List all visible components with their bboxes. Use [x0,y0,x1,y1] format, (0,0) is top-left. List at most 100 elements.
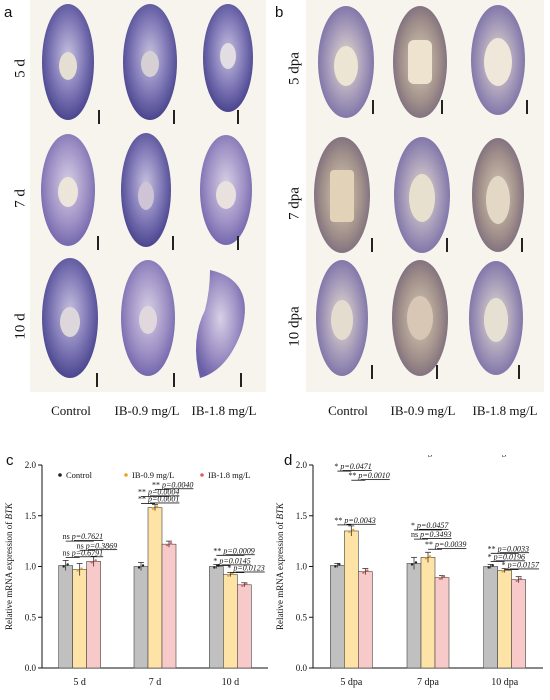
legend-label: IB-0.9 mg/L [132,470,175,480]
group-label-ib18: IB-1.8 mg/L [472,403,538,418]
row-label-7dpa: 7 dpa [286,187,303,220]
significance-label: ns p=0.6791 [63,548,104,557]
bar [483,566,498,669]
scale-bar [518,365,520,379]
data-point [165,543,169,547]
worm-b-10dpa-ib18 [469,261,523,375]
worm-a-7d-ib18 [200,135,252,245]
significance-label: * p=0.0471 [334,462,371,471]
data-point [334,565,337,568]
worm-a-5d-ib18 [203,4,253,112]
y-tick-label: 0.0 [25,663,37,673]
worm-a-10d-control [42,258,98,378]
group-label-control: Control [51,403,91,418]
row-label-7d: 7 d [12,189,29,208]
y-axis-label: Relative mRNA expression of BTK [4,502,14,630]
data-point [414,561,418,564]
x-tick-label: 5 d [73,677,86,688]
data-point [155,505,159,508]
data-point [213,566,216,569]
worm-b-5dpa-control [318,6,374,118]
row-label-10d: 10 d [12,313,29,340]
data-point [94,559,97,562]
data-point [487,566,490,569]
worm-a-5d-control [42,4,94,120]
data-point [90,561,93,564]
data-point [141,564,145,567]
bar [161,543,177,669]
worm-a-10d-ib18 [196,270,245,378]
row-label-5dpa: 5 dpa [286,52,303,85]
legend-label: Control [66,470,93,480]
worm-a-7d-control [41,134,95,246]
bar [434,577,450,669]
worm-b-10dpa-control [316,260,368,376]
row-label-5d: 5 d [12,59,29,78]
data-point [438,577,442,580]
scale-bar [441,100,443,114]
worm-b-5dpa-ib09 [393,6,447,118]
significance-label: * p=0.0123 [227,564,264,573]
x-tick-label: 10 dpa [491,677,518,688]
scale-bar [237,236,239,250]
significance-label: * p=0.0157 [502,561,540,570]
bar [344,530,359,669]
scale-bar [237,110,239,124]
data-point [80,567,83,570]
group-label-ib09: IB-0.9 mg/L [390,403,456,418]
scale-bar [436,365,438,379]
data-point [362,571,365,574]
y-tick-label: 2.0 [25,460,37,470]
bar [209,566,224,669]
significance-label: ** p=0.0039 [425,540,466,549]
data-point [424,557,428,560]
significance-label: ns p=0.7621 [63,532,104,541]
worm-a-7d-ib09 [121,133,171,247]
panel-letter-a: a [4,4,13,21]
panel-letter-c: c [6,452,14,469]
data-point [442,575,446,578]
row-label-10dpa: 10 dpa [286,306,303,347]
legend-label: IB-0.9 mg/L [397,455,440,457]
data-point [410,563,414,566]
scale-bar [526,100,528,114]
scale-bar [98,110,100,124]
y-tick-label: 1.0 [25,562,37,572]
worm-a-10d-ib09 [121,260,175,376]
bar [330,565,345,669]
chart-d: 0.0 0.5 1.0 1.5 2.0 Relative mRNA expression … [275,455,543,688]
y-tick-label: 1.5 [296,511,308,521]
significance-label: ns p=0.3869 [77,541,118,550]
data-point [428,555,432,558]
bar [420,557,436,669]
bar [86,561,101,669]
data-point [76,569,79,572]
legend-marker [200,473,204,477]
data-point [245,582,248,585]
scale-bar [97,236,99,250]
bar [72,569,87,669]
worm-b-7dpa-control [314,137,370,253]
significance-label: ** p=0.0033 [488,544,529,553]
y-tick-label: 1.0 [296,562,308,572]
y-tick-label: 0.5 [296,612,308,622]
panel-b-photo-grid [306,0,544,392]
significance-label: * p=0.0457 [411,521,449,530]
x-tick-label: 7 d [149,677,162,688]
scale-bar [371,238,373,252]
data-point [515,579,518,582]
chart-c: 0.0 0.5 1.0 1.5 2.0 Relative mRNA expression … [4,460,268,688]
group-label-control: Control [328,403,368,418]
worm-b-10dpa-ib09 [392,260,448,376]
significance-label: ** p=0.0010 [348,471,389,480]
y-tick-label: 0.5 [25,612,37,622]
worm-b-7dpa-ib18 [472,138,524,252]
data-point [352,528,355,532]
group-label-ib09: IB-0.9 mg/L [114,403,180,418]
scale-bar [172,236,174,250]
y-axis-label: Relative mRNA expression of BTK [275,502,285,630]
bar [58,565,73,669]
panel-a-photo-grid [30,0,266,392]
significance-label: ns p=0.3493 [411,530,452,539]
panel-b-worm-images [314,5,525,376]
